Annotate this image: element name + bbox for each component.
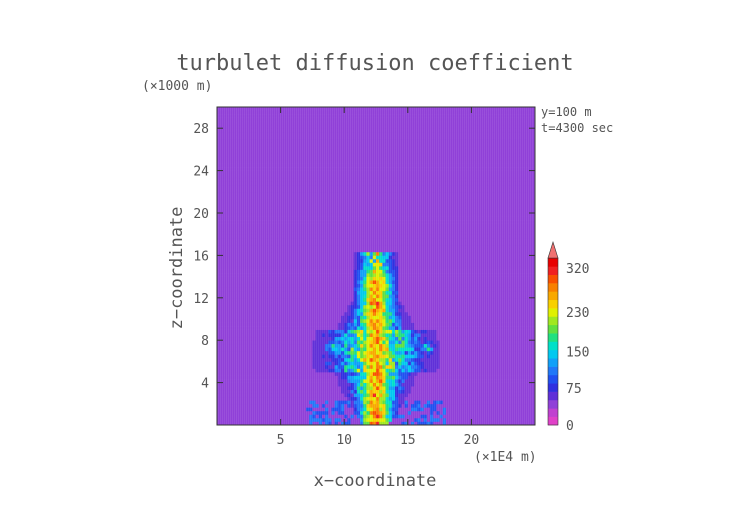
annotation-t: t=4300 sec <box>541 121 613 135</box>
annotation-y: y=100 m <box>541 105 592 119</box>
y-unit-label: (×1000 m) <box>142 79 212 94</box>
heatmap-plot-area <box>217 107 536 426</box>
chart-title: turbulet diffusion coefficient <box>176 51 573 76</box>
